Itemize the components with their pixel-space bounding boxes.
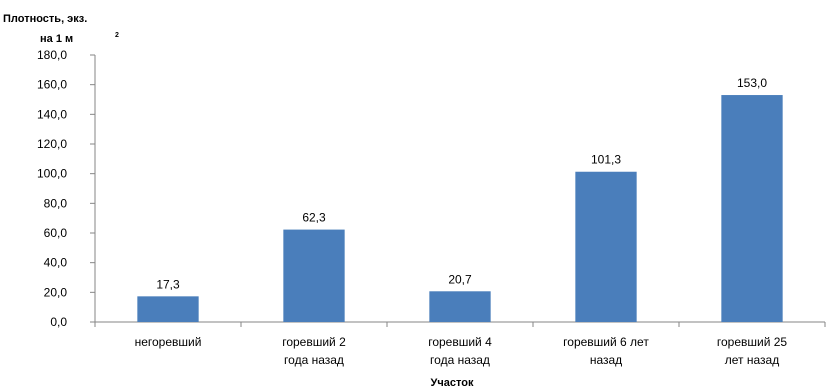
y-axis-ticks: 0,0 20,0 40,0 60,0 80,0 100,0 120,0 140,0 160,0 1… <box>37 48 95 329</box>
bar <box>575 171 637 322</box>
data-label: 62,3 <box>302 211 326 225</box>
data-label: 17,3 <box>156 277 180 291</box>
y-tick-label: 60,0 <box>44 226 68 240</box>
x-category-label: горевший 4 года назад <box>428 335 492 367</box>
y-tick-label: 140,0 <box>37 107 67 121</box>
bar <box>137 296 199 322</box>
x-category-label: горевший 25 лет назад <box>717 335 788 367</box>
y-tick-label: 180,0 <box>37 48 67 62</box>
y-axis-title-line2: на 1 м <box>40 33 73 45</box>
x-axis-ticks <box>94 322 826 327</box>
y-axis-title-line1: Плотность, экз. <box>3 13 87 25</box>
bar <box>283 229 345 322</box>
bar <box>429 291 491 322</box>
y-tick-label: 160,0 <box>37 78 67 92</box>
x-category-label: горевший 6 лет назад <box>563 335 649 367</box>
bars-group <box>137 95 783 322</box>
y-tick-label: 120,0 <box>37 137 67 151</box>
y-axis-title-superscript: 2 <box>115 32 119 39</box>
x-category-label: негоревший <box>135 335 202 349</box>
data-labels-group: 17,3 62,3 20,7 101,3 153,0 <box>156 76 767 291</box>
y-tick-label: 100,0 <box>37 167 67 181</box>
y-tick-label: 20,0 <box>44 285 68 299</box>
y-tick-label: 40,0 <box>44 256 68 270</box>
bar <box>721 95 783 322</box>
data-label: 20,7 <box>448 272 472 286</box>
y-tick-label: 0,0 <box>50 315 67 329</box>
x-category-label: горевший 2 года назад <box>282 335 346 367</box>
x-axis-category-labels: негоревший горевший 2 года назад горевший 4… <box>135 335 788 367</box>
data-label: 101,3 <box>591 153 621 167</box>
y-axis-title: Плотность, экз. на 1 м 2 <box>3 13 119 45</box>
x-axis-title: Участок <box>431 377 474 389</box>
data-label: 153,0 <box>737 76 767 90</box>
y-tick-label: 80,0 <box>44 196 68 210</box>
